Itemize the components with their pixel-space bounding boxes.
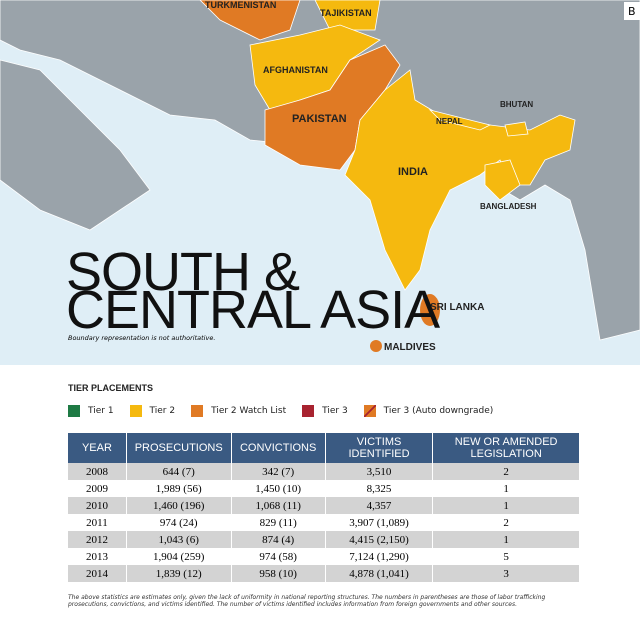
legend-item: Tier 3 (Auto downgrade): [363, 405, 494, 417]
footnote: The above statistics are estimates only,…: [68, 594, 546, 608]
table-cell: 3,907 (1,089): [325, 514, 434, 531]
column-header: PROSECUTIONS: [126, 433, 232, 463]
table-cell: 2009: [68, 480, 127, 497]
column-header: NEW OR AMENDED LEGISLATION: [432, 433, 580, 463]
table-cell: 7,124 (1,290): [325, 548, 434, 565]
country: [504, 121, 529, 137]
country-label: TAJIKISTAN: [320, 8, 372, 18]
country-label: TURKMENISTAN: [205, 0, 276, 10]
table-row: 2010 1,460 (196) 1,068 (11) 4,357 1: [68, 497, 580, 514]
table-cell: 5: [432, 548, 580, 565]
map: TURKMENISTAN TAJIKISTAN AFGHANISTAN PAKI…: [0, 0, 640, 365]
table-cell: 3,510: [325, 463, 434, 480]
table-row: 2008 644 (7) 342 (7) 3,510 2: [68, 463, 580, 480]
table-cell: 958 (10): [231, 565, 326, 582]
region-title: SOUTH &: [66, 242, 300, 302]
table-cell: 874 (4): [231, 531, 326, 548]
table-cell: 974 (58): [231, 548, 326, 565]
country-label: BANGLADESH: [480, 202, 537, 211]
table-cell: 4,415 (2,150): [325, 531, 434, 548]
legend-swatch: [68, 405, 80, 417]
table-cell: 974 (24): [126, 514, 232, 531]
country: [484, 159, 521, 201]
legend-label: Tier 2 Watch List: [211, 406, 287, 416]
legend-label: Tier 2: [149, 406, 176, 416]
country-label: PAKISTAN: [292, 113, 347, 125]
country: [314, 0, 381, 31]
table-cell: 1: [432, 497, 580, 514]
table-cell: 1,450 (10): [231, 480, 326, 497]
corner-label: B: [628, 5, 636, 18]
table-cell: 1,068 (11): [231, 497, 326, 514]
legend-item: Tier 3: [302, 405, 348, 417]
table-cell: 3: [432, 565, 580, 582]
region-title: CENTRAL ASIA: [66, 280, 440, 340]
column-header: VICTIMS IDENTIFIED: [325, 433, 434, 463]
table-cell: 2012: [68, 531, 127, 548]
legend-label: Tier 3 (Auto downgrade): [383, 406, 494, 416]
table-cell: 2: [432, 514, 580, 531]
table-cell: 829 (11): [231, 514, 326, 531]
table-cell: 1,904 (259): [126, 548, 232, 565]
legend-swatch: [363, 405, 376, 417]
country-label: MALDIVES: [384, 342, 436, 353]
table-cell: 4,878 (1,041): [325, 565, 434, 582]
legend-items: Tier 1 Tier 2 Tier 2 Watch List Tier 3 Tier …: [68, 405, 493, 417]
table-cell: 1,839 (12): [126, 565, 232, 582]
country-label: BHUTAN: [500, 100, 533, 109]
legend-swatch: [129, 405, 142, 417]
table-row: 2014 1,839 (12) 958 (10) 4,878 (1,041) 3: [68, 565, 580, 582]
table-row: 2013 1,904 (259) 974 (58) 7,124 (1,290) 5: [68, 548, 580, 565]
country: [199, 0, 301, 41]
legend-swatch: [191, 405, 204, 417]
table-row: 2012 1,043 (6) 874 (4) 4,415 (2,150) 1: [68, 531, 580, 548]
legend-label: Tier 1: [88, 406, 114, 416]
header-row: YEAR PROSECUTIONS CONVICTIONS VICTIMS IDENT…: [68, 433, 580, 463]
table-cell: 2010: [68, 497, 127, 514]
stats-table: YEAR PROSECUTIONS CONVICTIONS VICTIMS IDENT…: [68, 433, 580, 582]
table-cell: 2014: [68, 565, 127, 582]
table-cell: 8,325: [325, 480, 434, 497]
table-cell: 1,989 (56): [126, 480, 232, 497]
table-cell: 644 (7): [126, 463, 232, 480]
table-row: 2009 1,989 (56) 1,450 (10) 8,325 1: [68, 480, 580, 497]
country: [420, 294, 440, 326]
legend: TIER PLACEMENTS Tier 1 Tier 2 Tier 2 Watch…: [68, 383, 493, 417]
corner-box: [624, 2, 640, 20]
table-cell: 2: [432, 463, 580, 480]
legend-item: Tier 2 Watch List: [191, 405, 286, 417]
table-cell: 2011: [68, 514, 127, 531]
country-label: SRI LANKA: [430, 302, 484, 313]
table-cell: 342 (7): [231, 463, 326, 480]
country-label: AFGHANISTAN: [263, 65, 328, 75]
country-label: NEPAL: [436, 117, 463, 126]
table-cell: 2008: [68, 463, 127, 480]
country: [370, 340, 382, 352]
table-row: 2011 974 (24) 829 (11) 3,907 (1,089) 2: [68, 514, 580, 531]
table-cell: 2013: [68, 548, 127, 565]
country-label: INDIA: [398, 166, 428, 178]
country: [428, 109, 492, 131]
table-cell: 1,043 (6): [126, 531, 232, 548]
legend-item: Tier 1: [68, 405, 114, 417]
legend-label: Tier 3: [322, 406, 348, 416]
legend-item: Tier 2: [129, 405, 176, 417]
table-cell: 1: [432, 480, 580, 497]
table-cell: 1: [432, 531, 580, 548]
legend-title: TIER PLACEMENTS: [68, 383, 154, 393]
table-cell: 1,460 (196): [126, 497, 232, 514]
column-header: CONVICTIONS: [231, 433, 326, 463]
land: [0, 59, 151, 231]
column-header: YEAR: [68, 433, 127, 463]
table-cell: 4,357: [325, 497, 434, 514]
map-note: Boundary representation is not authorita…: [68, 334, 215, 342]
legend-swatch: [302, 405, 315, 417]
